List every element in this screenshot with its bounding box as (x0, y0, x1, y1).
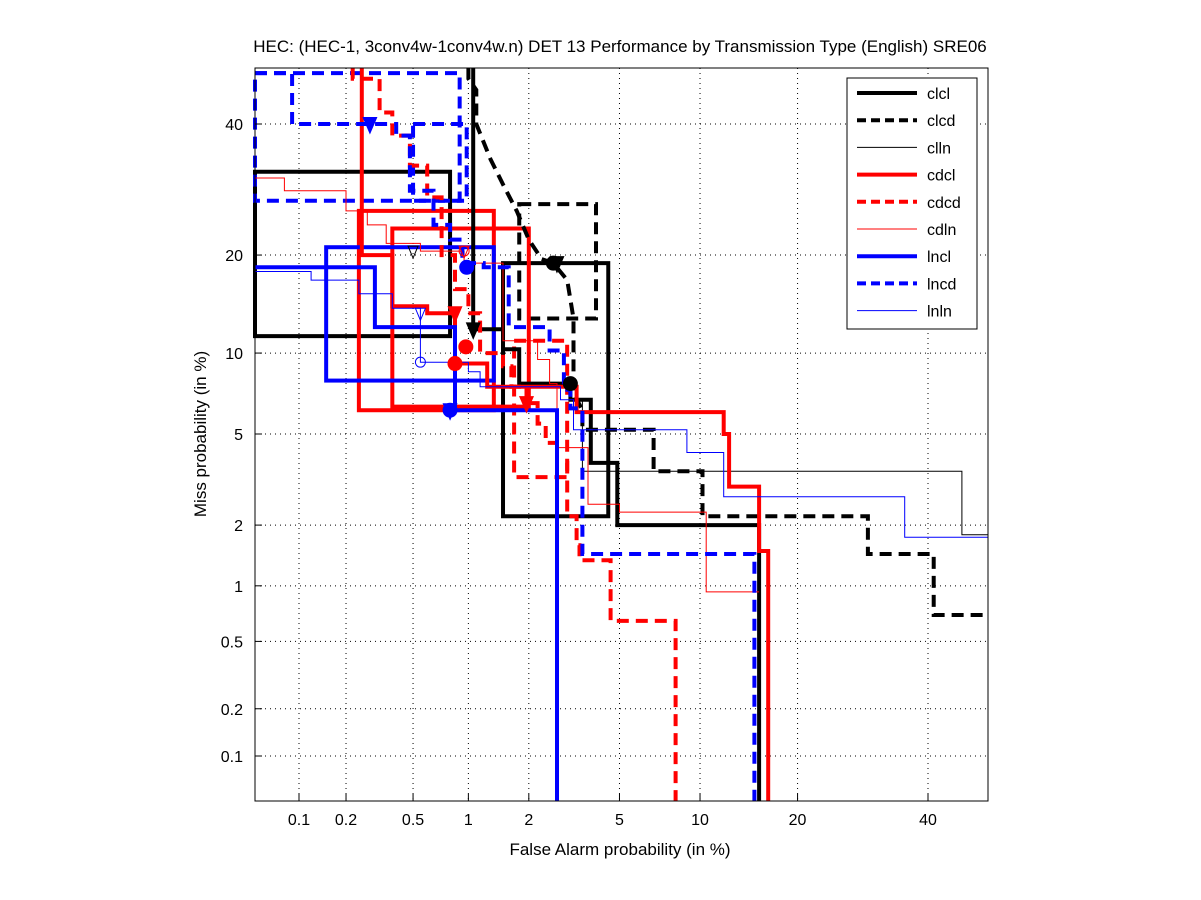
min-dcf-marker-cdcl (447, 356, 463, 372)
act-dcf-marker-lnln (414, 307, 427, 322)
chart-title: HEC: (HEC-1, 3conv4w-1conv4w.n) DET 13 P… (253, 37, 987, 56)
y-axis-label: Miss probability (in %) (191, 351, 210, 517)
series-line-cdln (255, 177, 760, 593)
act-dcf-marker-clcl (465, 322, 481, 340)
x-tick-label: 0.2 (335, 812, 357, 829)
legend-label-clln: clln (927, 140, 951, 157)
x-tick-label: 20 (789, 812, 807, 829)
min-dcf-marker-cdcd (458, 339, 474, 355)
series-line-lncl (255, 265, 559, 801)
confidence-box-cdcl (390, 226, 531, 409)
min-dcf-marker-clcl (562, 376, 578, 392)
x-tick-label: 10 (691, 812, 709, 829)
min-dcf-marker-lnln (414, 356, 426, 368)
plot-frame (254, 67, 989, 802)
confidence-box-lncl (324, 245, 496, 383)
min-dcf-marker-clcd (545, 255, 561, 271)
legend-label-cdcd: cdcd (927, 195, 961, 212)
markers-group (362, 117, 578, 421)
act-dcf-marker-clln (407, 245, 419, 260)
series-line-lnln (255, 271, 988, 538)
x-tick-label: 5 (615, 812, 624, 829)
series-line-clcd (466, 68, 988, 617)
x-tick-label: 2 (524, 812, 533, 829)
min-dcf-marker-clln (564, 378, 576, 390)
x-axis-label: False Alarm probability (in %) (509, 840, 730, 859)
legend-label-cdcl: cdcl (927, 168, 955, 185)
legend-label-lncl: lncl (927, 249, 951, 266)
min-dcf-marker-lncl (442, 402, 458, 418)
series-group (255, 68, 988, 801)
min-dcf-marker-lncd (459, 259, 475, 275)
legend-label-lncd: lncd (927, 276, 956, 293)
y-tick-label: 0.5 (221, 634, 243, 651)
legend-label-lnln: lnln (927, 304, 952, 321)
min-dcf-marker-cdln (458, 245, 470, 257)
y-axis-ticks: 0.1 0.2 0.5 1 2 5 10 20 40 (221, 117, 262, 766)
y-tick-label: 0.2 (221, 702, 243, 719)
confidence-box-lncd (411, 122, 469, 203)
y-tick-label: 0.1 (221, 749, 243, 766)
legend: clcl clcd clln cdcl cdcd cdln lncl lncd lnln (846, 77, 978, 330)
legend-box (846, 77, 978, 330)
y-tick-label: 5 (234, 427, 243, 444)
x-tick-label: 1 (464, 812, 473, 829)
y-tick-label: 40 (225, 117, 243, 134)
legend-label-cdln: cdln (927, 222, 956, 239)
x-tick-label: 40 (919, 812, 937, 829)
act-dcf-marker-cdcd (518, 396, 535, 414)
y-tick-label: 2 (234, 518, 243, 535)
legend-label-clcl: clcl (927, 86, 950, 103)
act-dcf-marker-cdcl (447, 306, 463, 324)
x-tick-label: 0.5 (402, 812, 424, 829)
legend-label-clcd: clcd (927, 113, 955, 130)
y-tick-label: 20 (225, 248, 243, 265)
y-tick-label: 10 (225, 346, 243, 363)
x-tick-label: 0.1 (288, 812, 310, 829)
series-line-lncd (255, 71, 757, 801)
y-tick-label: 1 (234, 579, 243, 596)
act-dcf-marker-lncd (362, 117, 378, 135)
x-axis-ticks: 0.1 0.2 0.5 1 2 5 10 20 40 (288, 794, 937, 829)
confidence-box-clcd (517, 202, 599, 321)
